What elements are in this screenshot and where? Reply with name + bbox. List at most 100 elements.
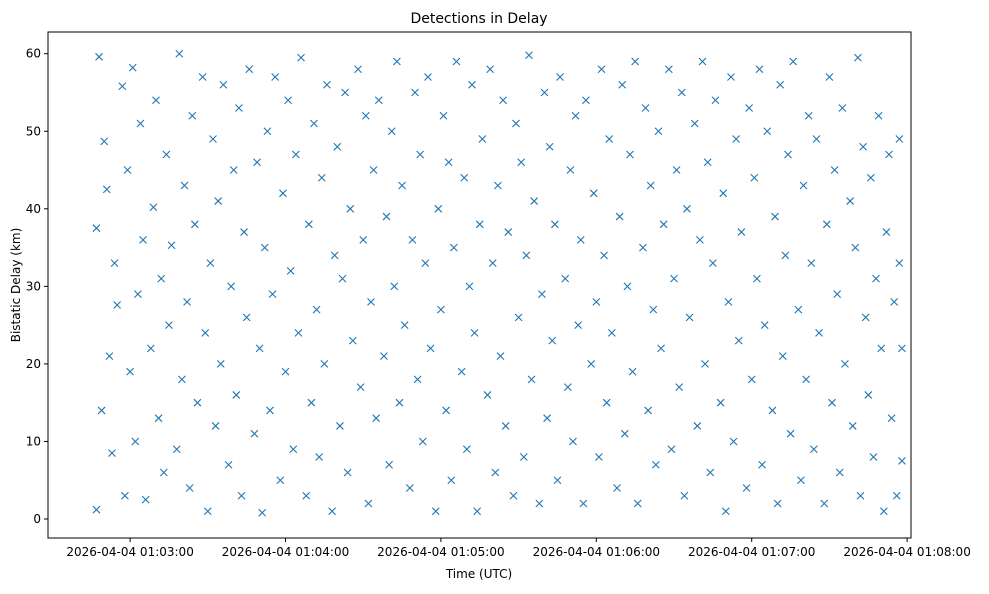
- data-point: [747, 375, 756, 384]
- data-point: [563, 383, 572, 392]
- data-point: [346, 204, 355, 213]
- data-point: [157, 274, 166, 283]
- data-point: [664, 65, 673, 74]
- data-point: [719, 189, 728, 198]
- data-point: [395, 398, 404, 407]
- data-point: [411, 88, 419, 97]
- data-point: [338, 274, 347, 283]
- data-point: [457, 367, 466, 376]
- data-point: [825, 73, 834, 81]
- data-point: [854, 53, 862, 62]
- data-point: [566, 166, 575, 174]
- data-point: [721, 507, 730, 516]
- data-point: [424, 73, 432, 81]
- data-point: [437, 305, 445, 314]
- data-point: [294, 328, 303, 337]
- data-point: [848, 422, 857, 430]
- data-point: [802, 375, 810, 384]
- data-point: [491, 468, 500, 477]
- data-point: [887, 414, 896, 423]
- data-point: [841, 360, 849, 368]
- data-point: [354, 65, 362, 74]
- data-point: [486, 65, 495, 74]
- x-axis-label: Time (UTC): [445, 567, 512, 581]
- data-point: [460, 173, 469, 182]
- data-point: [525, 51, 533, 60]
- data-point: [753, 274, 761, 283]
- data-point: [178, 375, 186, 384]
- data-point: [133, 290, 142, 299]
- data-point: [574, 321, 583, 330]
- data-point: [644, 406, 652, 415]
- data-point: [504, 228, 513, 236]
- data-point: [180, 181, 189, 190]
- data-point: [162, 150, 171, 159]
- data-point: [786, 429, 795, 438]
- data-point: [755, 65, 764, 74]
- data-point: [253, 158, 261, 167]
- data-point: [258, 508, 267, 517]
- data-point: [781, 251, 790, 260]
- data-point: [582, 96, 590, 105]
- data-point: [320, 360, 329, 368]
- data-point: [431, 507, 440, 516]
- data-point: [667, 445, 676, 454]
- data-point: [530, 197, 539, 205]
- data-point: [675, 383, 684, 392]
- data-point: [517, 158, 526, 167]
- data-point: [620, 429, 629, 438]
- data-point: [323, 80, 331, 89]
- data-point: [289, 445, 298, 454]
- data-point: [188, 111, 197, 120]
- data-point: [623, 282, 632, 291]
- data-point: [771, 212, 779, 221]
- data-point: [102, 185, 111, 194]
- data-point: [538, 290, 546, 299]
- data-point: [364, 499, 373, 508]
- data-point: [494, 181, 502, 190]
- data-point: [118, 82, 127, 91]
- data-point: [509, 491, 518, 500]
- data-point: [348, 336, 357, 345]
- data-point: [804, 111, 813, 120]
- data-point: [214, 197, 223, 205]
- data-point: [141, 495, 150, 504]
- data-point: [830, 166, 839, 174]
- data-point: [540, 88, 549, 97]
- data-point: [387, 127, 396, 136]
- data-point: [820, 499, 829, 508]
- data-point: [514, 313, 523, 322]
- data-point: [260, 243, 269, 252]
- data-point: [595, 453, 603, 461]
- data-point: [874, 111, 883, 120]
- data-point: [330, 251, 339, 260]
- data-point: [882, 228, 891, 236]
- data-point: [317, 173, 326, 182]
- data-point: [706, 468, 715, 477]
- data-point: [828, 398, 836, 407]
- data-point: [633, 499, 642, 508]
- data-point: [866, 173, 875, 182]
- data-point: [483, 391, 492, 399]
- data-point: [703, 158, 712, 167]
- data-point: [745, 104, 754, 112]
- data-point: [639, 243, 647, 252]
- data-point: [227, 282, 236, 291]
- data-point: [778, 352, 787, 361]
- data-point: [219, 80, 228, 89]
- data-point: [879, 507, 888, 516]
- data-point: [716, 398, 725, 407]
- data-point: [605, 135, 614, 143]
- data-point: [657, 344, 665, 353]
- data-point: [698, 57, 707, 66]
- data-point: [833, 290, 842, 299]
- data-point: [185, 484, 194, 492]
- y-axis-label: Bistatic Delay (km): [9, 228, 23, 343]
- data-point: [328, 507, 337, 516]
- data-point: [315, 453, 324, 461]
- data-point: [268, 290, 277, 299]
- data-point: [167, 241, 176, 250]
- data-point: [361, 111, 370, 120]
- data-point: [898, 344, 906, 353]
- data-point: [374, 96, 383, 105]
